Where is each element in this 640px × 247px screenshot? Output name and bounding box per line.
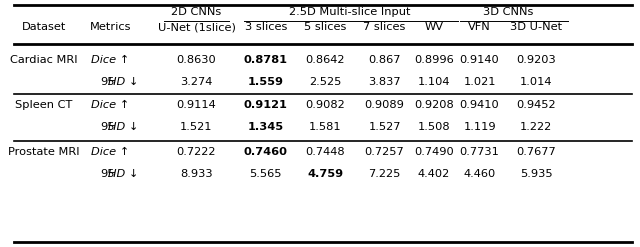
Text: 0.8630: 0.8630 (177, 55, 216, 65)
Text: 5.935: 5.935 (520, 169, 552, 179)
Text: 1.014: 1.014 (520, 77, 552, 87)
Text: Dice ↑: Dice ↑ (91, 55, 129, 65)
Text: 1.345: 1.345 (248, 122, 284, 132)
Text: 0.9114: 0.9114 (177, 100, 216, 110)
Text: 0.7257: 0.7257 (365, 147, 404, 157)
Text: 0.7222: 0.7222 (177, 147, 216, 157)
Text: 1.527: 1.527 (368, 122, 401, 132)
Text: 3 slices: 3 slices (244, 22, 287, 32)
Text: 1.119: 1.119 (463, 122, 496, 132)
Text: 1.021: 1.021 (463, 77, 496, 87)
Text: 0.867: 0.867 (368, 55, 401, 65)
Text: 0.9452: 0.9452 (516, 100, 556, 110)
Text: Prostate MRI: Prostate MRI (8, 147, 80, 157)
Text: 4.402: 4.402 (418, 169, 450, 179)
Text: 0.8642: 0.8642 (305, 55, 345, 65)
Text: 0.9410: 0.9410 (460, 100, 499, 110)
Text: Cardiac MRI: Cardiac MRI (10, 55, 78, 65)
Text: 0.9208: 0.9208 (414, 100, 454, 110)
Text: 0.7448: 0.7448 (305, 147, 345, 157)
Text: 5.565: 5.565 (250, 169, 282, 179)
Text: 0.7677: 0.7677 (516, 147, 556, 157)
Text: 3D CNNs: 3D CNNs (483, 7, 533, 17)
Text: 1.104: 1.104 (418, 77, 451, 87)
Text: 2D CNNs: 2D CNNs (172, 7, 221, 17)
Text: 3D U-Net: 3D U-Net (510, 22, 562, 32)
Text: 1.222: 1.222 (520, 122, 552, 132)
Text: 0.9082: 0.9082 (305, 100, 345, 110)
Text: 1.521: 1.521 (180, 122, 212, 132)
Text: 3.274: 3.274 (180, 77, 212, 87)
Text: HD ↓: HD ↓ (108, 122, 139, 132)
Text: 1.508: 1.508 (418, 122, 451, 132)
Text: 2.5D Multi-slice Input: 2.5D Multi-slice Input (289, 7, 411, 17)
Text: 8.933: 8.933 (180, 169, 212, 179)
Text: Spleen CT: Spleen CT (15, 100, 73, 110)
Text: 4.460: 4.460 (463, 169, 496, 179)
Text: WV: WV (424, 22, 444, 32)
Text: 0.7731: 0.7731 (460, 147, 500, 157)
Text: 95: 95 (100, 122, 115, 132)
Text: HD ↓: HD ↓ (108, 77, 139, 87)
Text: 0.9203: 0.9203 (516, 55, 556, 65)
Text: 0.7490: 0.7490 (414, 147, 454, 157)
Text: 0.7460: 0.7460 (244, 147, 288, 157)
Text: 0.9121: 0.9121 (244, 100, 288, 110)
Text: U-Net (1slice): U-Net (1slice) (157, 22, 236, 32)
Text: 0.9140: 0.9140 (460, 55, 499, 65)
Text: Metrics: Metrics (90, 22, 131, 32)
Text: 7 slices: 7 slices (364, 22, 406, 32)
Text: 7.225: 7.225 (369, 169, 401, 179)
Text: 0.8996: 0.8996 (414, 55, 454, 65)
Text: VFN: VFN (468, 22, 491, 32)
Text: 0.9089: 0.9089 (365, 100, 404, 110)
Text: 1.559: 1.559 (248, 77, 284, 87)
Text: 4.759: 4.759 (307, 169, 343, 179)
Text: 3.837: 3.837 (368, 77, 401, 87)
Text: Dataset: Dataset (22, 22, 66, 32)
Text: 95: 95 (100, 169, 115, 179)
Text: 0.8781: 0.8781 (244, 55, 288, 65)
Text: Dice ↑: Dice ↑ (91, 100, 129, 110)
Text: 1.581: 1.581 (309, 122, 342, 132)
Text: Dice ↑: Dice ↑ (91, 147, 129, 157)
Text: HD ↓: HD ↓ (108, 169, 139, 179)
Text: 2.525: 2.525 (309, 77, 341, 87)
Text: 5 slices: 5 slices (304, 22, 346, 32)
Text: 95: 95 (100, 77, 115, 87)
